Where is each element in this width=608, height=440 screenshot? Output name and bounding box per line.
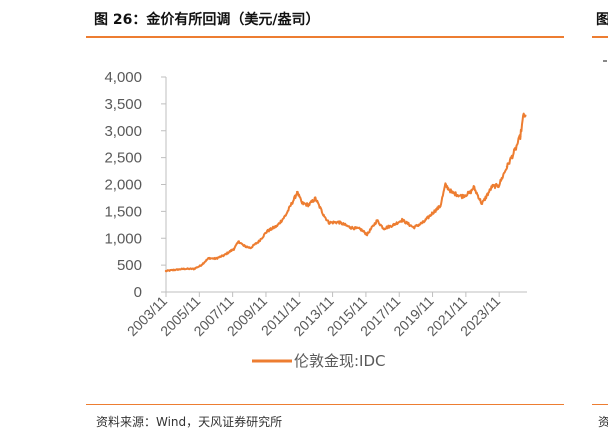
x-axis: 2003/112005/112007/112009/112011/112013/… [124,291,527,339]
data-point [430,212,434,215]
y-tick-label: 1,500 [104,203,142,220]
data-point [322,213,325,217]
series-layer [164,112,527,273]
data-point [359,227,362,231]
data-point [307,203,310,207]
next-figure-title-clipped: 图 [596,12,608,28]
data-point [192,267,196,271]
next-figure-mark [603,60,607,62]
source-rule [86,404,564,405]
legend-label: 伦敦金现:IDC [294,352,386,370]
y-tick-label: 3,500 [104,96,142,113]
data-point [524,114,527,117]
data-point [207,256,211,260]
data-point [249,246,252,250]
y-tick-label: 1,000 [104,230,142,247]
y-tick-label: 2,000 [104,177,142,194]
data-point [505,165,509,168]
data-point [232,247,236,251]
next-data-source-clipped: 资 [598,415,608,429]
y-tick-label: 3,000 [104,123,142,140]
data-point [214,257,217,260]
data-point [300,202,304,205]
data-point [382,227,385,230]
data-point [164,269,168,273]
data-point [172,268,176,272]
data-point [514,148,517,151]
data-point [497,184,500,187]
data-point [314,197,317,200]
next-title-rule [592,36,608,38]
data-point [412,226,415,229]
data-point [469,191,472,194]
data-point [275,224,279,228]
data-point [199,264,202,267]
data-point [284,214,287,217]
data-point [519,134,522,138]
series-line-gold-price [165,112,527,273]
data-point [450,191,454,194]
data-point [365,233,369,236]
data-point [490,185,494,188]
y-tick-label: 500 [117,257,142,274]
data-point [265,230,269,233]
data-point [400,218,404,222]
data-source: 资料来源：Wind，天风证券研究所 [96,415,283,429]
data-point [472,185,475,189]
data-point [182,267,186,271]
figure-title: 图 26：金价有所回调（美元/盎司） [94,12,320,28]
data-point [237,240,240,243]
data-point [257,240,260,243]
y-tick-label: 0 [134,284,142,301]
data-point [375,219,379,222]
data-point [422,220,425,224]
data-point [460,195,464,198]
data-point [242,244,245,247]
data-point [480,202,484,206]
data-point [444,183,447,187]
data-point [392,223,395,227]
y-tick-label: 2,500 [104,150,142,167]
data-point [439,204,442,208]
data-point [337,220,340,224]
title-rule [86,36,564,38]
data-point [295,190,299,194]
y-tick-label: 4,000 [104,69,142,86]
data-point [222,254,226,257]
next-source-rule [592,404,608,405]
legend: 伦敦金现:IDC [252,352,386,370]
data-point [294,195,297,198]
y-axis: 0 500 1,000 1,500 2,000 2,500 3,000 3,500 4,000 [104,69,167,301]
data-point [327,221,330,224]
data-point [349,226,352,229]
